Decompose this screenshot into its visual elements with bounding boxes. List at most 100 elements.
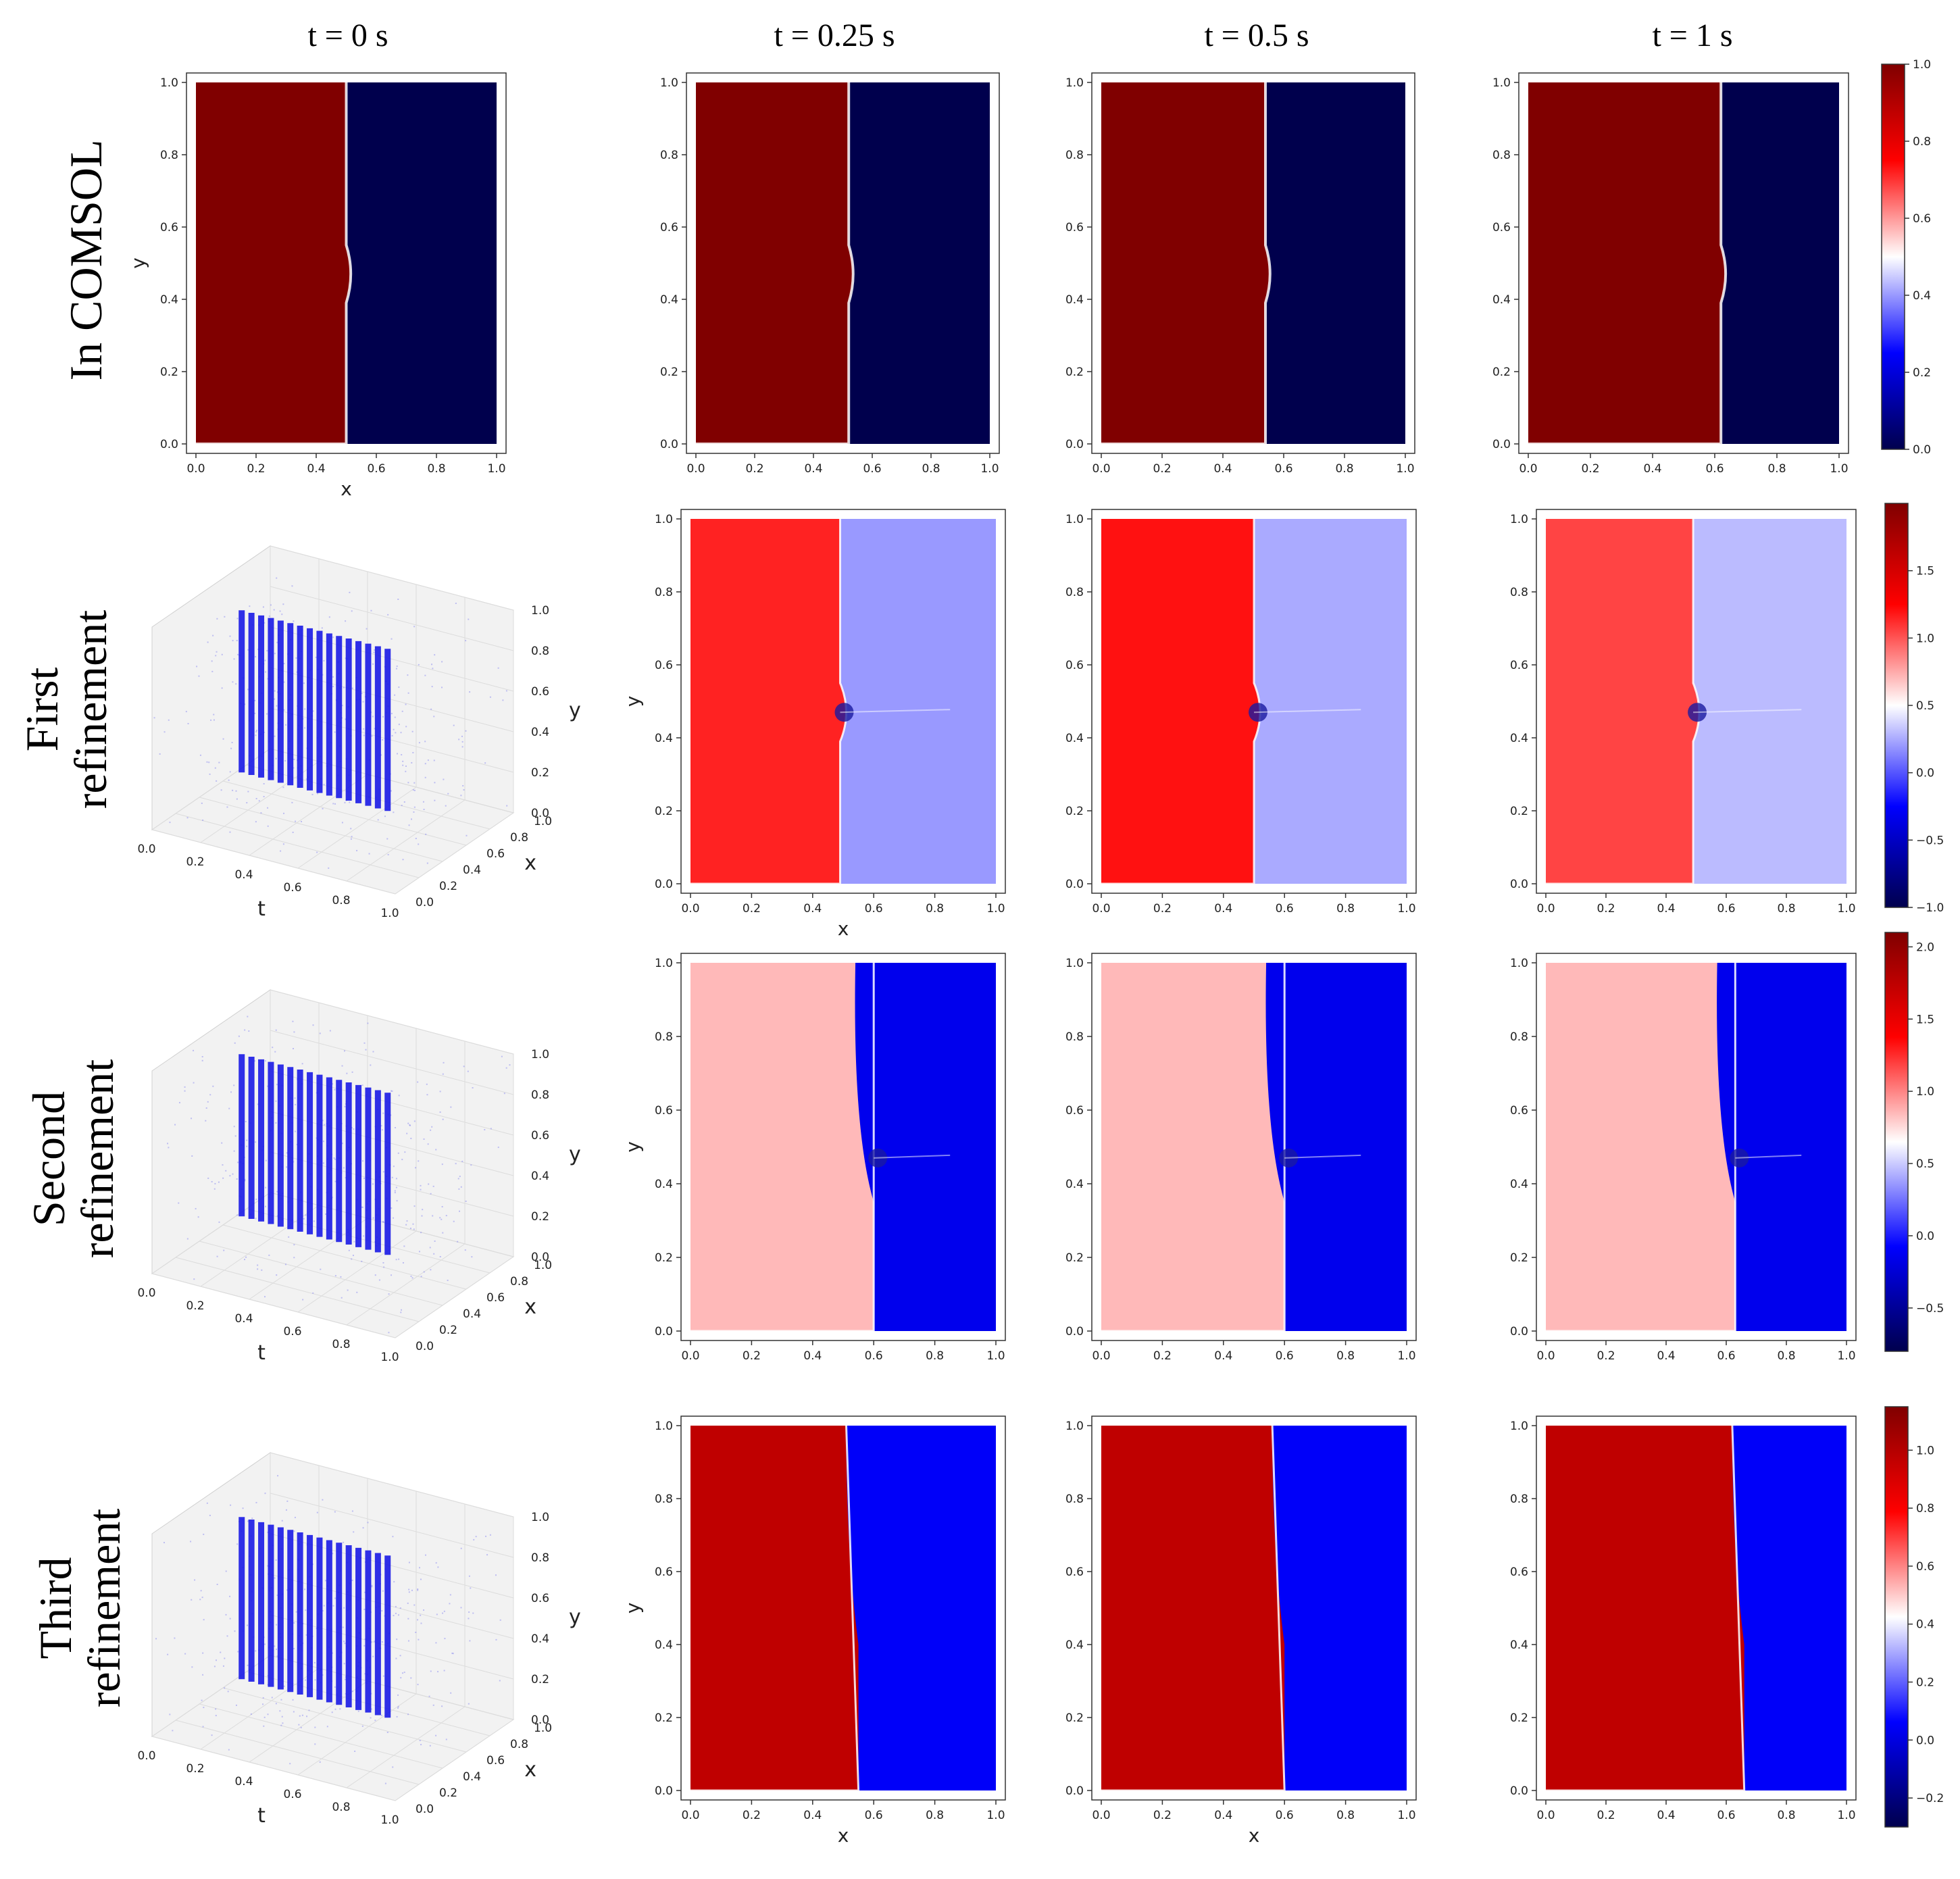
collocation-point bbox=[377, 819, 379, 821]
collocation-point bbox=[225, 1613, 227, 1615]
y-tick-label: 0.0 bbox=[1492, 438, 1511, 451]
colorbar-tick-label: 2.0 bbox=[1916, 941, 1934, 954]
collocation-point bbox=[332, 686, 334, 688]
collocation-point bbox=[228, 1749, 230, 1751]
colorbar-tick-label: 0.2 bbox=[1916, 1676, 1934, 1690]
collocation-point bbox=[207, 641, 209, 643]
x-tick-label: 0.0 bbox=[1092, 902, 1110, 916]
collocation-point bbox=[390, 790, 392, 792]
collocation-3d-plot: 0.00.20.40.60.81.00.00.20.40.60.81.00.00… bbox=[137, 989, 581, 1365]
collocation-point bbox=[443, 1061, 445, 1063]
y-tick-label: 0.8 bbox=[1510, 586, 1528, 599]
field-left-region bbox=[196, 82, 351, 444]
collocation-point bbox=[317, 793, 319, 795]
colorbar-tick-label: 0.5 bbox=[1916, 699, 1934, 713]
collocation-point bbox=[465, 640, 467, 642]
y-tick-label: 0.2 bbox=[1510, 1711, 1528, 1725]
collocation-point bbox=[373, 651, 375, 653]
collocation-point bbox=[276, 641, 278, 643]
collocation-point bbox=[423, 1138, 425, 1140]
axes-frame bbox=[680, 509, 1006, 894]
collocation-point bbox=[468, 1703, 470, 1705]
collocation-point bbox=[201, 1699, 203, 1701]
colorbar-tick-label: 0.0 bbox=[1913, 443, 1931, 457]
collocation-point bbox=[224, 1687, 226, 1689]
collocation-point bbox=[199, 754, 201, 756]
collocation-point bbox=[381, 1641, 383, 1643]
collocation-point bbox=[391, 713, 393, 715]
x-tick-label: 0.6 bbox=[486, 1754, 505, 1768]
x-tick-label: 0.4 bbox=[1657, 902, 1675, 916]
x-tick-label: 0.0 bbox=[681, 902, 699, 916]
collocation-point bbox=[439, 1255, 441, 1257]
y-tick-label: 0.0 bbox=[1065, 1325, 1084, 1338]
collocation-point bbox=[255, 656, 257, 658]
collocation-point bbox=[212, 634, 214, 636]
collocation-point bbox=[447, 793, 449, 795]
y-tick-label: 0.6 bbox=[160, 221, 178, 234]
y-tick-label: 0.4 bbox=[655, 732, 673, 745]
collocation-point bbox=[434, 654, 436, 656]
collocation-point bbox=[408, 1588, 410, 1590]
collocation-point bbox=[237, 1161, 239, 1163]
collocation-point bbox=[433, 716, 435, 718]
collocation-point bbox=[208, 761, 210, 763]
collocation-point bbox=[229, 635, 231, 637]
x-tick-label: 0.2 bbox=[1581, 462, 1599, 476]
grid-line bbox=[346, 1706, 466, 1788]
collocation-point bbox=[223, 1249, 225, 1251]
x-tick-label: 0.6 bbox=[1276, 1809, 1294, 1822]
collocation-point bbox=[362, 1527, 364, 1529]
collocation-point bbox=[228, 1107, 230, 1109]
x-tick-label: 0.2 bbox=[439, 1324, 457, 1337]
collocation-point bbox=[380, 754, 382, 756]
collocation-point bbox=[255, 821, 257, 823]
collocation-point bbox=[410, 1677, 412, 1679]
collocation-point bbox=[505, 690, 507, 692]
y-tick-label: 0.0 bbox=[531, 1251, 549, 1264]
x-tick-label: 0.4 bbox=[1657, 1349, 1675, 1363]
collocation-point bbox=[372, 1183, 374, 1185]
collocation-point bbox=[323, 659, 325, 661]
collocation-point bbox=[431, 663, 433, 666]
collocation-point bbox=[497, 667, 499, 669]
collocation-point bbox=[341, 822, 343, 824]
collocation-point bbox=[404, 1151, 406, 1153]
collocation-point bbox=[407, 1122, 409, 1124]
collocation-point bbox=[343, 1640, 345, 1643]
collocation-point bbox=[459, 1210, 461, 1212]
x-tick-label: 0.8 bbox=[922, 462, 940, 476]
collocation-point bbox=[264, 1493, 266, 1495]
collocation-point bbox=[351, 1690, 353, 1693]
collocation-point bbox=[232, 789, 234, 791]
collocation-point bbox=[417, 1589, 419, 1591]
collocation-point bbox=[264, 1296, 266, 1298]
collocation-point bbox=[460, 1547, 462, 1549]
collocation-point bbox=[299, 1715, 301, 1717]
x-tick-label: 1.0 bbox=[1837, 1809, 1855, 1822]
heatmap-panel: 0.0 0.0 0.2 0.2 0.4 0.4 0.6 0.6 0.8 0.8 1.0 1.0 bbox=[1065, 953, 1417, 1363]
collocation-point bbox=[194, 1579, 196, 1581]
row-group: 0.00.00.20.20.40.40.60.60.80.81.01.0xy0.… bbox=[137, 1406, 1944, 1847]
y-tick-label: 0.6 bbox=[531, 1129, 549, 1143]
collocation-point bbox=[244, 1180, 246, 1182]
collocation-point bbox=[200, 1590, 202, 1592]
collocation-point bbox=[405, 1224, 407, 1226]
collocation-point bbox=[501, 1055, 503, 1057]
collocation-point bbox=[334, 1275, 336, 1277]
collocation-point bbox=[230, 1504, 232, 1506]
collocation-point bbox=[230, 1091, 232, 1093]
collocation-point bbox=[216, 618, 218, 620]
collocation-point bbox=[250, 1713, 252, 1715]
colorbar-tick-label: −0.5 bbox=[1916, 834, 1944, 847]
x-axis-label: x bbox=[524, 851, 536, 875]
collocation-point bbox=[344, 1643, 346, 1645]
collocation-point bbox=[285, 1509, 287, 1511]
collocation-point bbox=[372, 1051, 374, 1053]
collocation-point bbox=[174, 1637, 176, 1639]
collocation-point bbox=[413, 806, 416, 808]
x-tick-label: 0.8 bbox=[1336, 1349, 1355, 1363]
y-tick-label: 0.0 bbox=[655, 878, 673, 891]
x-tick-label: 0.0 bbox=[1092, 462, 1110, 476]
collocation-point bbox=[331, 1711, 333, 1713]
